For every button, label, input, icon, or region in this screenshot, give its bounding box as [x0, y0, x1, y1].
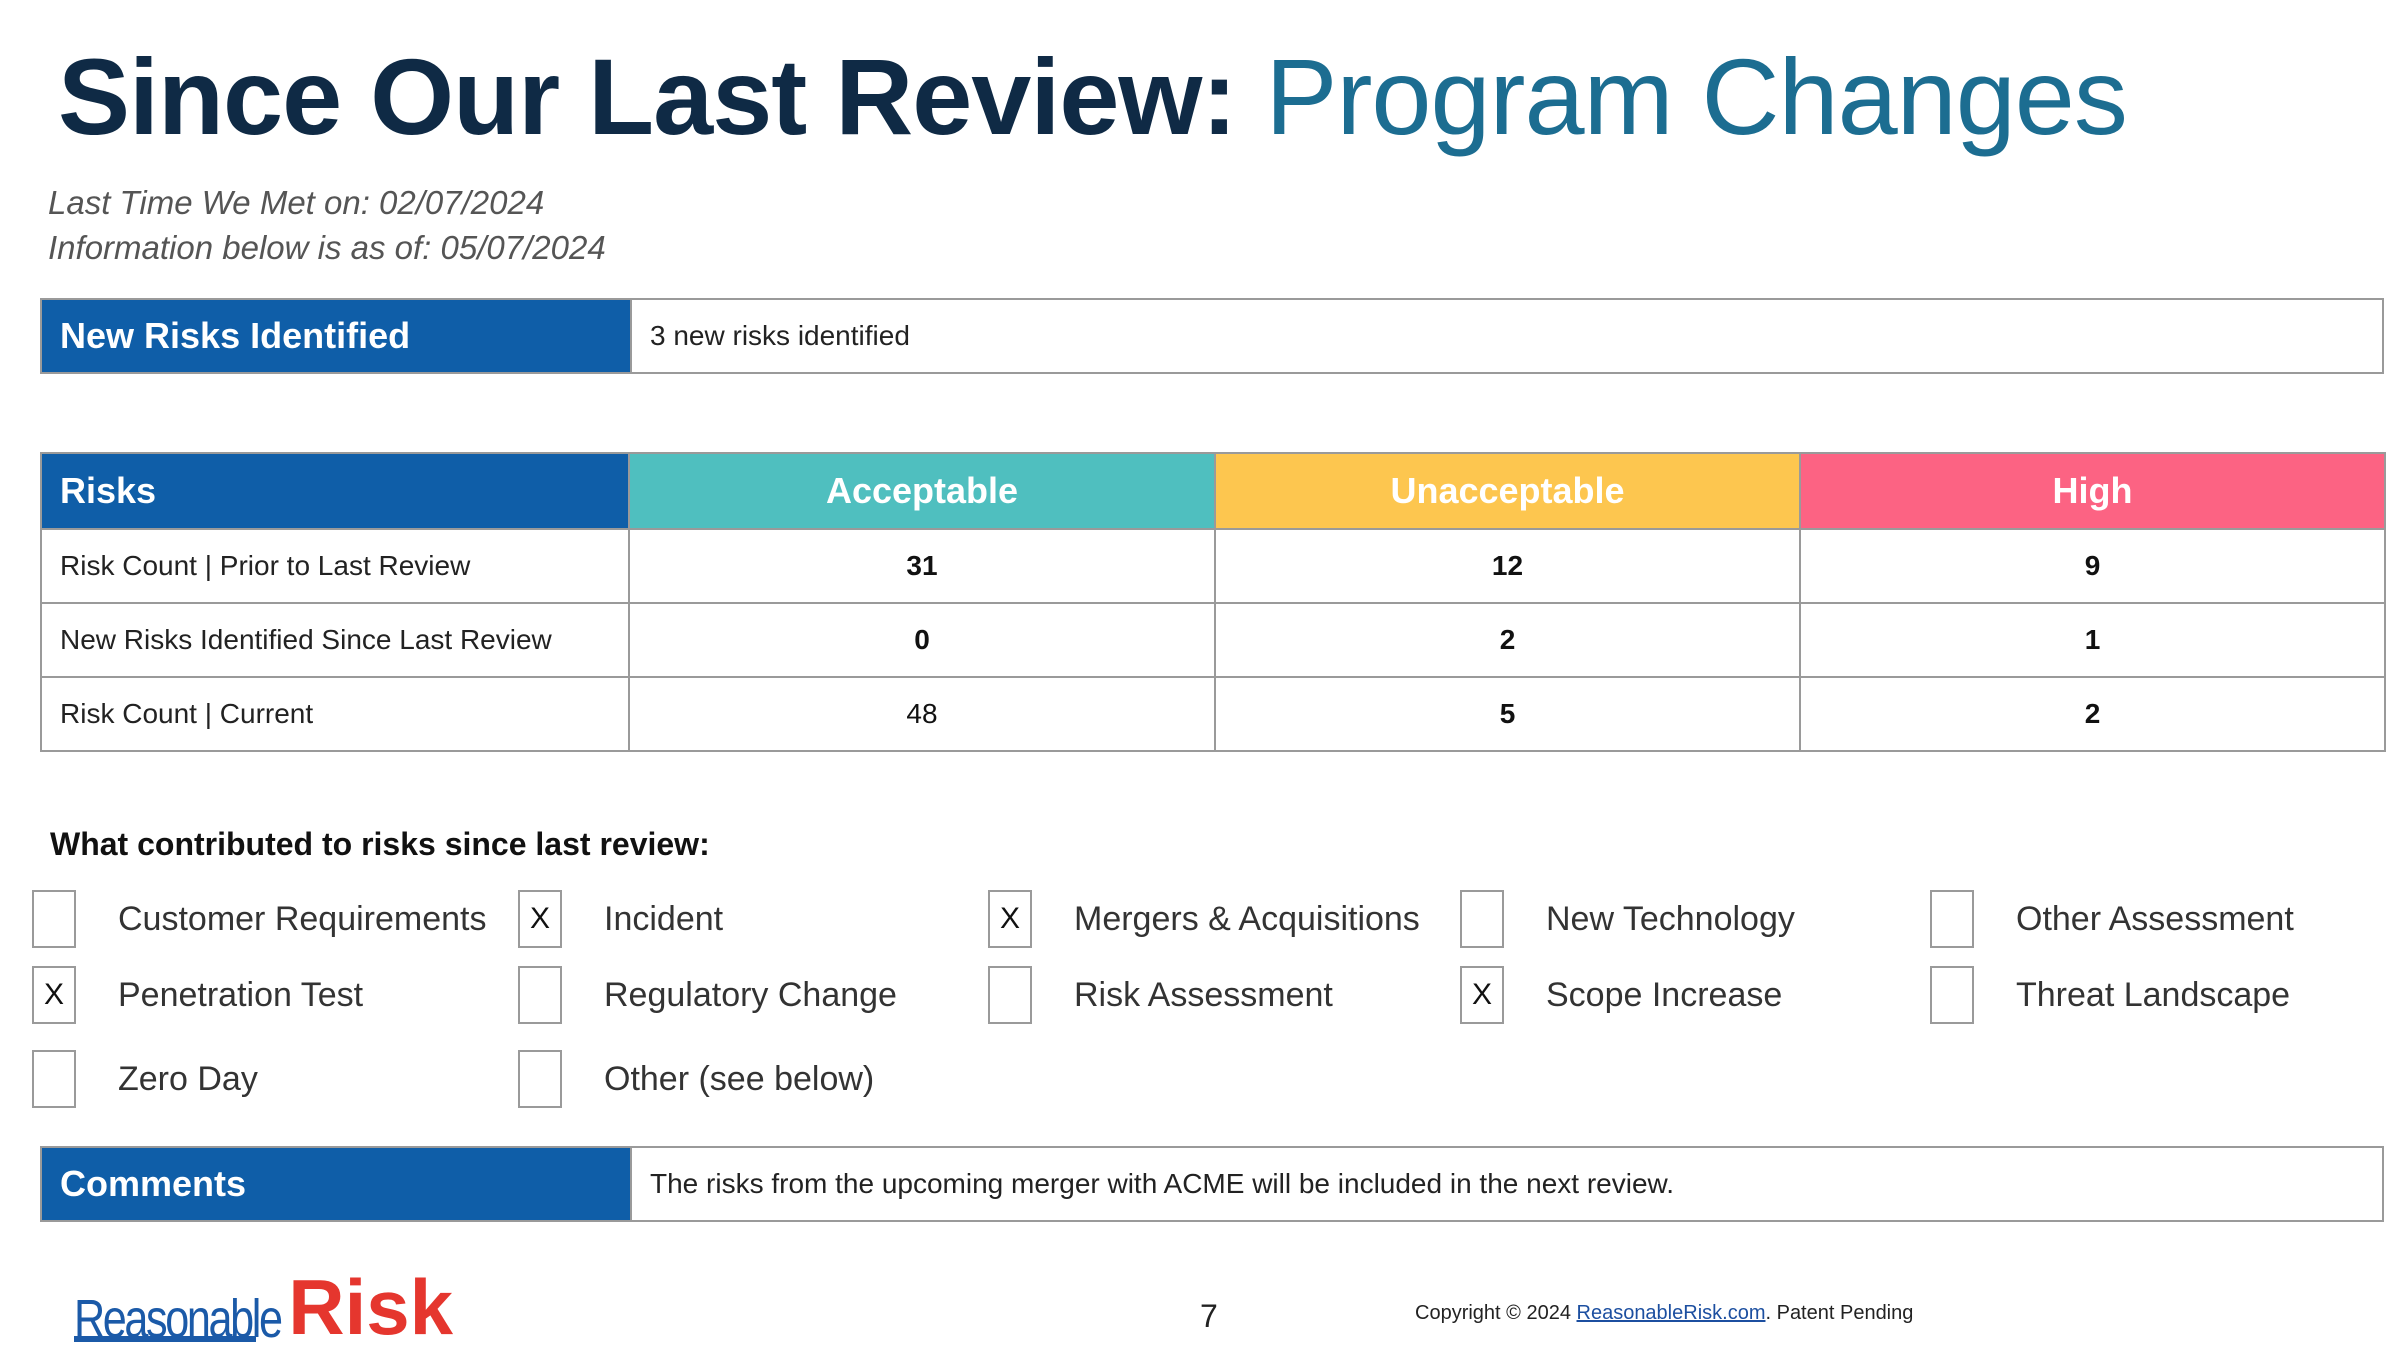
cell-unacceptable: 12: [1214, 528, 1801, 604]
new-risks-heading: New Risks Identified: [42, 300, 630, 372]
checkbox-label: Threat Landscape: [2016, 975, 2291, 1014]
table-row: Risk Count | Prior to Last Review 31 12 …: [40, 528, 2386, 604]
copyright-prefix: Copyright © 2024: [1415, 1302, 1577, 1324]
checkbox-box[interactable]: [988, 966, 1032, 1024]
checkbox-label: Incident: [604, 899, 724, 938]
checkbox-box[interactable]: X: [988, 890, 1032, 948]
last-met-date: Last Time We Met on: 02/07/2024: [48, 184, 545, 221]
checkbox-box[interactable]: X: [32, 966, 76, 1024]
checkbox-other-see-below[interactable]: Other (see below): [518, 1050, 874, 1108]
checkbox-box[interactable]: [1930, 890, 1974, 948]
row-label: New Risks Identified Since Last Review: [40, 602, 630, 678]
checkbox-box[interactable]: X: [1460, 966, 1504, 1024]
checkbox-box[interactable]: [1460, 890, 1504, 948]
page-title-accent: Program Changes: [1265, 36, 2127, 157]
table-header-row: Risks Acceptable Unacceptable High: [40, 452, 2386, 530]
header-high: High: [1799, 452, 2386, 530]
copyright-notice: Copyright © 2024 ReasonableRisk.com. Pat…: [1415, 1302, 1913, 1325]
page-number: 7: [1200, 1298, 1218, 1334]
cell-high: 2: [1799, 676, 2386, 752]
new-risks-value: 3 new risks identified: [630, 300, 2382, 372]
reasonable-risk-logo: Reasonable Risk: [74, 1268, 453, 1346]
table-row: Risk Count | Current 48 5 2: [40, 676, 2386, 752]
checkbox-customer-requirements[interactable]: Customer Requirements: [32, 890, 486, 948]
checkbox-label: Customer Requirements: [118, 899, 487, 938]
checkbox-label: Other (see below): [604, 1059, 875, 1098]
cell-unacceptable: 2: [1214, 602, 1801, 678]
checkbox-new-technology[interactable]: New Technology: [1460, 890, 1795, 948]
risk-count-table: Risks Acceptable Unacceptable High Risk …: [40, 452, 2386, 752]
cell-unacceptable: 5: [1214, 676, 1801, 752]
comments-value[interactable]: The risks from the upcoming merger with …: [630, 1148, 2382, 1220]
checkbox-mergers-acquisitions[interactable]: X Mergers & Acquisitions: [988, 890, 1420, 948]
checkbox-risk-assessment[interactable]: Risk Assessment: [988, 966, 1333, 1024]
checkbox-box[interactable]: [32, 890, 76, 948]
checkbox-box[interactable]: X: [518, 890, 562, 948]
page-title: Since Our Last Review: Program Changes: [58, 36, 2128, 157]
cell-high: 9: [1799, 528, 2386, 604]
row-label: Risk Count | Current: [40, 676, 630, 752]
checkbox-penetration-test[interactable]: X Penetration Test: [32, 966, 363, 1024]
row-label: Risk Count | Prior to Last Review: [40, 528, 630, 604]
checkbox-scope-increase[interactable]: X Scope Increase: [1460, 966, 1782, 1024]
checkbox-label: Regulatory Change: [604, 975, 897, 1014]
checkbox-label: Other Assessment: [2016, 899, 2294, 938]
logo-text-risk: Risk: [288, 1263, 453, 1351]
table-row: New Risks Identified Since Last Review 0…: [40, 602, 2386, 678]
cell-acceptable: 0: [628, 602, 1216, 678]
checkbox-label: Scope Increase: [1546, 975, 1783, 1014]
checkbox-box[interactable]: [32, 1050, 76, 1108]
header-unacceptable: Unacceptable: [1214, 452, 1801, 530]
checkbox-regulatory-change[interactable]: Regulatory Change: [518, 966, 897, 1024]
copyright-suffix: . Patent Pending: [1765, 1302, 1914, 1324]
logo-underline: [74, 1336, 256, 1342]
checkbox-label: Mergers & Acquisitions: [1074, 899, 1420, 938]
checkbox-label: Penetration Test: [118, 975, 364, 1014]
comments-band: Comments The risks from the upcoming mer…: [40, 1146, 2384, 1222]
comments-heading: Comments: [42, 1148, 630, 1220]
header-acceptable: Acceptable: [628, 452, 1216, 530]
contributions-heading: What contributed to risks since last rev…: [50, 826, 710, 862]
copyright-link[interactable]: ReasonableRisk.com: [1576, 1302, 1766, 1324]
new-risks-band: New Risks Identified 3 new risks identif…: [40, 298, 2384, 374]
review-dates: Last Time We Met on: 02/07/2024 Informat…: [48, 180, 606, 270]
as-of-date: Information below is as of: 05/07/2024: [48, 229, 606, 266]
cell-acceptable: 31: [628, 528, 1216, 604]
checkbox-label: Risk Assessment: [1074, 975, 1333, 1014]
cell-high: 1: [1799, 602, 2386, 678]
checkbox-zero-day[interactable]: Zero Day: [32, 1050, 258, 1108]
checkbox-label: Zero Day: [118, 1059, 258, 1098]
checkbox-incident[interactable]: X Incident: [518, 890, 723, 948]
checkbox-box[interactable]: [518, 1050, 562, 1108]
checkbox-box[interactable]: [518, 966, 562, 1024]
checkbox-threat-landscape[interactable]: Threat Landscape: [1930, 966, 2290, 1024]
checkbox-box[interactable]: [1930, 966, 1974, 1024]
cell-acceptable: 48: [628, 676, 1216, 752]
checkbox-label: New Technology: [1546, 899, 1795, 938]
header-risks: Risks: [40, 452, 630, 530]
page-title-main: Since Our Last Review:: [58, 36, 1237, 157]
checkbox-other-assessment[interactable]: Other Assessment: [1930, 890, 2294, 948]
